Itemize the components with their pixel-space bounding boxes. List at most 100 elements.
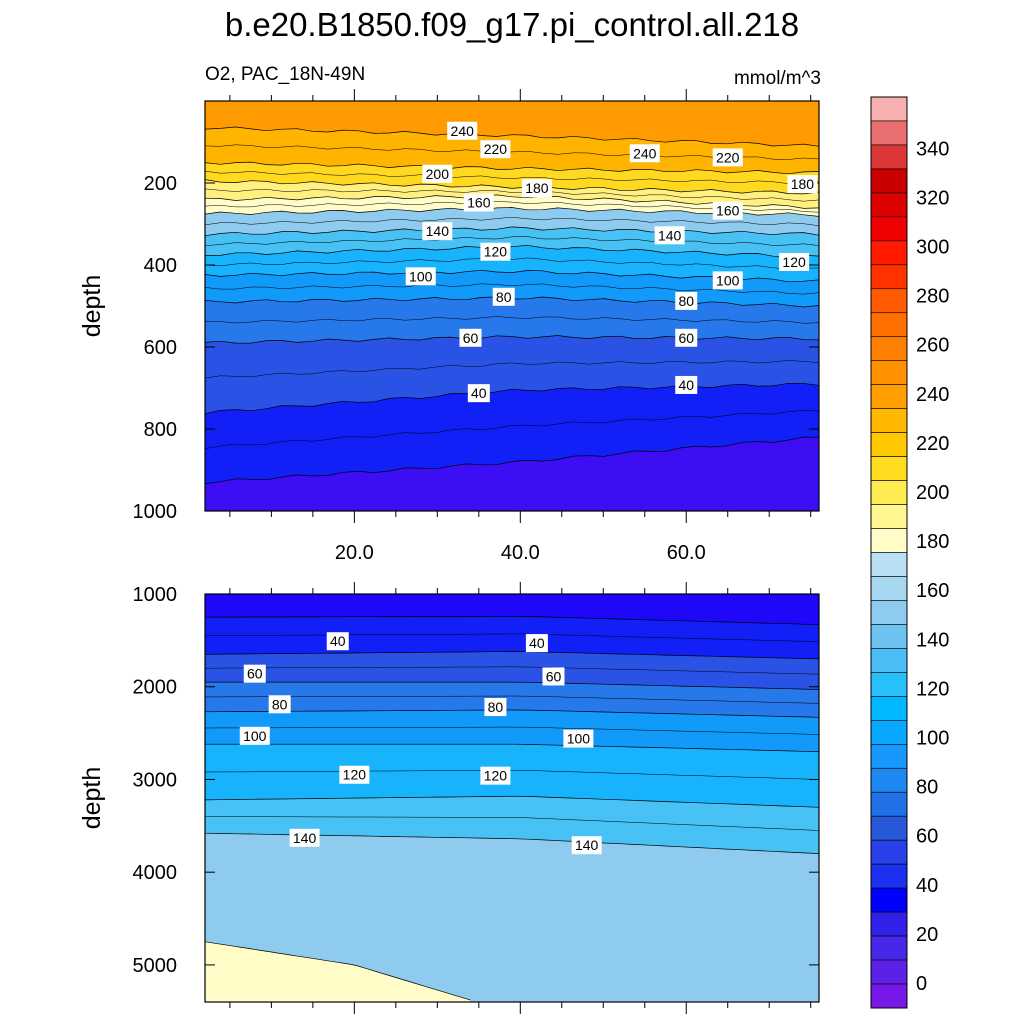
contour-label: 40 — [529, 635, 545, 651]
units-label: mmol/m^3 — [733, 68, 821, 89]
colorbar-swatch — [870, 935, 908, 961]
contour-band — [205, 833, 819, 1002]
colorbar-label: 180 — [916, 531, 949, 553]
contour-label: 120 — [484, 244, 508, 260]
x-tick-label: 40.0 — [501, 542, 540, 564]
colorbar-swatch — [870, 767, 908, 793]
contour-line — [205, 651, 819, 660]
colorbar-swatch — [870, 911, 908, 937]
contour-label-bg — [563, 729, 594, 748]
contour-label: 80 — [272, 696, 288, 712]
lower-panel: 1000 2000 3000 4000 5000 40 40 60 60 80 80 100 100 12… — [133, 582, 820, 1014]
colorbar-swatch — [870, 120, 908, 146]
colorbar-label: 60 — [916, 826, 938, 848]
colorbar-label: 300 — [916, 237, 949, 259]
contour-line — [205, 941, 471, 1001]
colorbar-label: 200 — [916, 482, 949, 504]
contour-label: 40 — [330, 633, 346, 649]
y-tick-label: 2000 — [133, 677, 178, 699]
contour-line — [205, 633, 819, 643]
contour-label-bg — [480, 766, 511, 785]
contour-label: 140 — [575, 837, 599, 853]
contour-label-bg — [467, 384, 490, 403]
contour-label-bg — [787, 175, 818, 194]
contour-line — [205, 244, 819, 258]
contour-label-bg — [521, 179, 552, 198]
contour-label-bg — [542, 667, 565, 686]
y-tick-label: 4000 — [133, 862, 178, 884]
plot-frame — [204, 100, 820, 512]
contour-label-bg — [480, 242, 511, 261]
contour-line — [205, 695, 819, 704]
contour-line — [205, 316, 819, 324]
contour-line — [205, 335, 819, 344]
contour-line — [205, 382, 819, 415]
plot-frame — [204, 593, 820, 1003]
contour-line — [205, 236, 819, 246]
contour-label-bg — [239, 726, 270, 745]
contour-label: 220 — [484, 141, 508, 157]
colorbar-label: 20 — [916, 924, 938, 946]
contour-label-bg — [480, 140, 511, 159]
contour-label-bg — [243, 664, 266, 683]
contour-label-bg — [712, 201, 743, 220]
contour-label: 40 — [471, 385, 487, 401]
contour-label-bg — [484, 698, 507, 717]
contour-label: 100 — [409, 268, 433, 284]
y-tick-label: 800 — [144, 419, 177, 441]
colorbar-swatch — [870, 240, 908, 266]
contour-label: 60 — [247, 666, 263, 682]
contour-label-bg — [289, 828, 320, 847]
colorbar-label: 120 — [916, 678, 949, 700]
contour-label-bg — [405, 267, 436, 286]
contour-label: 140 — [658, 227, 682, 243]
x-tick-label: 60.0 — [667, 542, 706, 564]
colorbar-swatch — [870, 791, 908, 817]
contour-label-bg — [463, 193, 494, 212]
colorbar-label: 320 — [916, 187, 949, 209]
contour-line — [205, 226, 819, 237]
contour-label: 140 — [293, 830, 317, 846]
colorbar-swatch — [870, 264, 908, 290]
colorbar-label: 40 — [916, 875, 938, 897]
contour-label-bg — [326, 632, 349, 651]
contour-label: 240 — [451, 123, 475, 139]
contour-label: 60 — [546, 668, 562, 684]
colorbar-label: 0 — [916, 973, 927, 995]
contour-label: 100 — [567, 731, 591, 747]
contour-label: 200 — [426, 166, 450, 182]
contour-label-bg — [675, 375, 698, 394]
colorbar-swatch — [870, 336, 908, 362]
upper-panel: 200 400 600 800 1000 20.0 40.0 60.0 240 240 220 220… — [133, 89, 820, 564]
colorbar-swatch — [870, 408, 908, 433]
colorbar-swatch — [870, 672, 908, 697]
contour-label: 120 — [484, 768, 508, 784]
y-tick-label: 600 — [144, 337, 177, 359]
contour-line — [205, 666, 819, 675]
contour-lines — [205, 615, 819, 1001]
contour-label: 140 — [426, 223, 450, 239]
x-tick-label: 20.0 — [335, 542, 374, 564]
contour-label: 40 — [678, 377, 694, 393]
contour-line — [205, 726, 819, 735]
contour-line — [205, 816, 819, 831]
colorbar-swatch — [870, 216, 908, 242]
contour-line — [205, 681, 819, 690]
colorbar-swatch — [870, 600, 908, 625]
y-tick-label: 1000 — [133, 501, 178, 523]
contour-label: 180 — [791, 176, 815, 192]
contour-label-bg — [525, 634, 548, 653]
colorbar-label: 220 — [916, 433, 949, 455]
variable-region-label: O2, PAC_18N-49N — [205, 64, 366, 85]
contour-label: 60 — [463, 330, 479, 346]
colorbar-label: 240 — [916, 384, 949, 406]
colorbar-swatch — [870, 576, 908, 601]
colorbar: 3403203002802602402202001801601401201008… — [870, 96, 949, 1009]
contour-label: 220 — [716, 149, 740, 165]
contour-label-bg — [571, 836, 602, 855]
contour-label-bg — [268, 695, 291, 714]
contour-line — [205, 216, 819, 227]
colorbar-label: 340 — [916, 138, 949, 160]
colorbar-swatch — [870, 839, 908, 865]
contour-line — [205, 615, 819, 625]
